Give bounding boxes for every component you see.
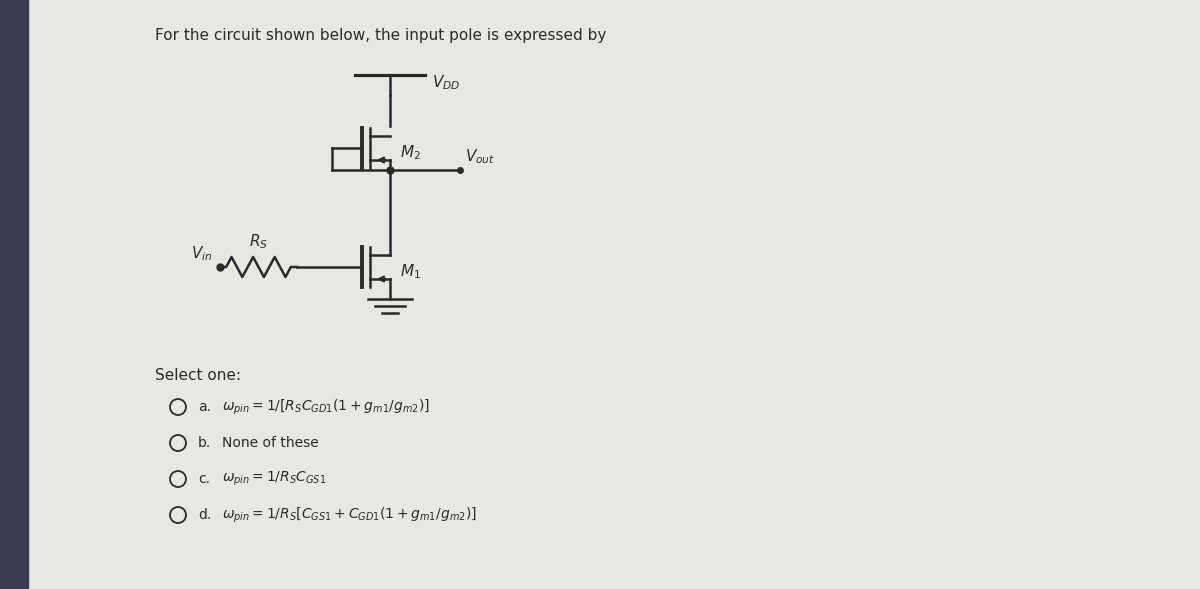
Text: d.: d. (198, 508, 211, 522)
Text: $M_2$: $M_2$ (400, 144, 421, 163)
Text: b.: b. (198, 436, 211, 450)
Text: c.: c. (198, 472, 210, 486)
Text: $\omega_{pin} = 1/R_SC_{GS1}$: $\omega_{pin} = 1/R_SC_{GS1}$ (222, 470, 326, 488)
Text: $\omega_{pin} = 1/[R_SC_{GD1}(1+g_{m1}/g_{m2})]$: $\omega_{pin} = 1/[R_SC_{GD1}(1+g_{m1}/g… (222, 398, 430, 416)
Text: $M_1$: $M_1$ (400, 263, 421, 282)
Text: None of these: None of these (222, 436, 319, 450)
Text: $V_{out}$: $V_{out}$ (466, 147, 496, 166)
Text: Select one:: Select one: (155, 368, 241, 383)
Text: $V_{in}$: $V_{in}$ (191, 244, 212, 263)
Text: $V_{DD}$: $V_{DD}$ (432, 74, 461, 92)
Text: $R_S$: $R_S$ (248, 232, 268, 251)
Bar (0, 0, 28, 589)
Text: a.: a. (198, 400, 211, 414)
Text: $\omega_{pin} = 1/R_S[C_{GS1}+C_{GD1}(1+g_{m1}/g_{m2})]$: $\omega_{pin} = 1/R_S[C_{GS1}+C_{GD1}(1+… (222, 505, 476, 525)
Text: For the circuit shown below, the input pole is expressed by: For the circuit shown below, the input p… (155, 28, 606, 43)
